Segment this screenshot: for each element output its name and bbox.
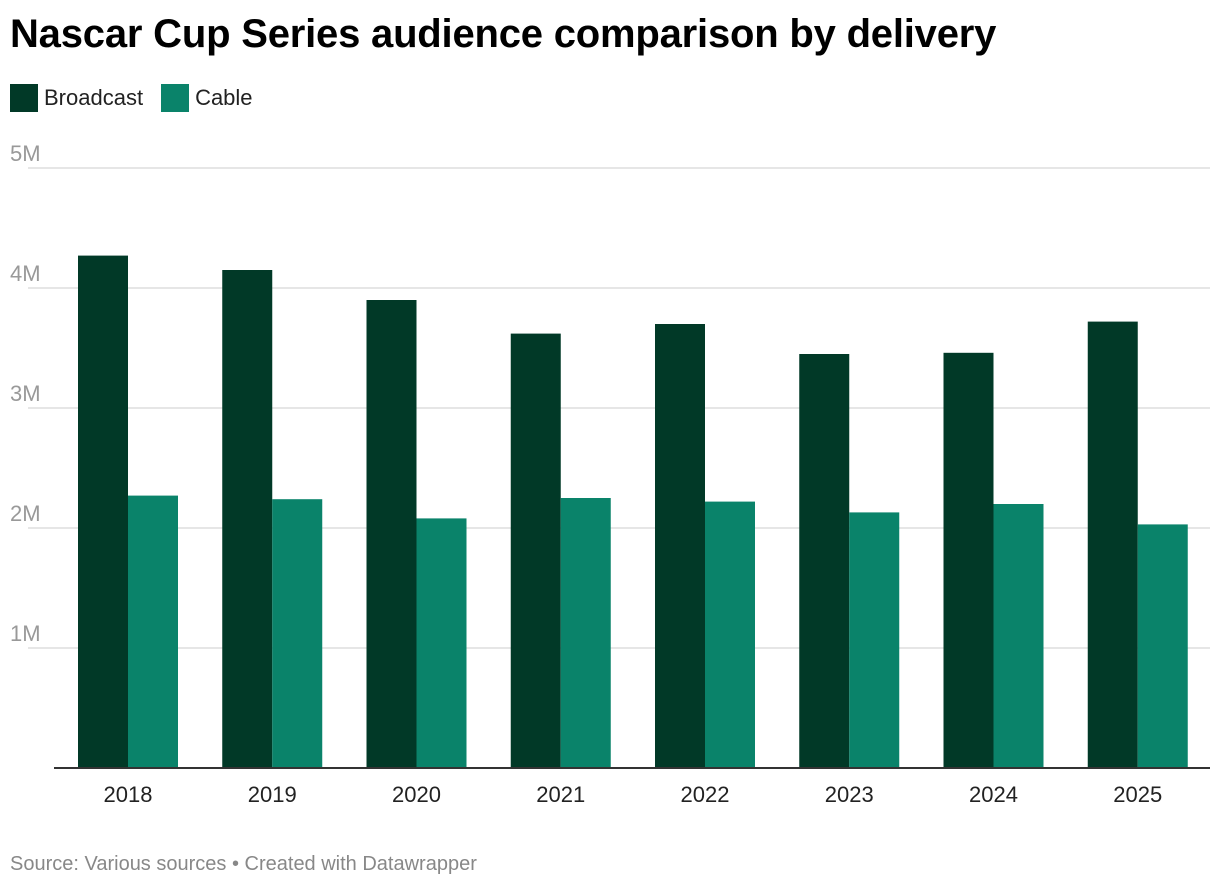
- bar-broadcast-2019: [222, 270, 273, 768]
- bar-broadcast-2022: [655, 324, 705, 768]
- y-tick-label: 4M: [10, 261, 41, 286]
- x-tick-label: 2019: [248, 782, 297, 807]
- legend-item-broadcast: Broadcast: [10, 84, 143, 112]
- footer-separator: •: [226, 853, 245, 875]
- bar-broadcast-2021: [510, 333, 561, 768]
- y-tick-label: 5M: [10, 141, 41, 166]
- legend-label-cable: Cable: [195, 85, 253, 110]
- source-label: Source: Various sources: [10, 853, 227, 875]
- chart-title: Nascar Cup Series audience comparison by…: [10, 12, 997, 56]
- bar-broadcast-2024: [943, 352, 994, 768]
- bar-cable-2022: [705, 501, 755, 768]
- y-tick-label: 2M: [10, 501, 41, 526]
- x-tick-label: 2024: [969, 782, 1018, 807]
- y-tick-label: 3M: [10, 381, 41, 406]
- legend-swatch-cable: [161, 84, 190, 112]
- bar-cable-2025: [1137, 524, 1188, 768]
- x-tick-label: 2018: [104, 782, 153, 807]
- chart-legend: Broadcast Cable: [10, 84, 271, 112]
- x-tick-label: 2023: [825, 782, 874, 807]
- legend-item-cable: Cable: [161, 84, 253, 112]
- x-tick-label: 2020: [392, 782, 441, 807]
- bar-broadcast-2018: [78, 255, 128, 769]
- credit-label: Created with Datawrapper: [244, 853, 477, 875]
- bar-broadcast-2023: [799, 354, 850, 768]
- bar-broadcast-2020: [366, 300, 417, 768]
- bar-cable-2020: [416, 518, 467, 768]
- x-tick-label: 2025: [1113, 782, 1162, 807]
- bar-cable-2023: [849, 512, 900, 768]
- chart-footer: Source: Various sources • Created with D…: [10, 853, 477, 876]
- bar-cable-2021: [560, 498, 611, 768]
- bar-cable-2018: [128, 495, 178, 768]
- y-tick-label: 1M: [10, 621, 41, 646]
- bar-broadcast-2025: [1087, 321, 1138, 768]
- x-tick-label: 2021: [536, 782, 585, 807]
- bar-chart: 1M 2M 3M 4M 5M 2018 2019 2020 2021 2022 2023 2024 20…: [10, 141, 1210, 807]
- bar-cable-2019: [272, 499, 323, 768]
- bar-cable-2024: [993, 504, 1044, 768]
- legend-label-broadcast: Broadcast: [44, 85, 144, 110]
- legend-swatch-broadcast: [10, 84, 38, 112]
- x-tick-label: 2022: [681, 782, 730, 807]
